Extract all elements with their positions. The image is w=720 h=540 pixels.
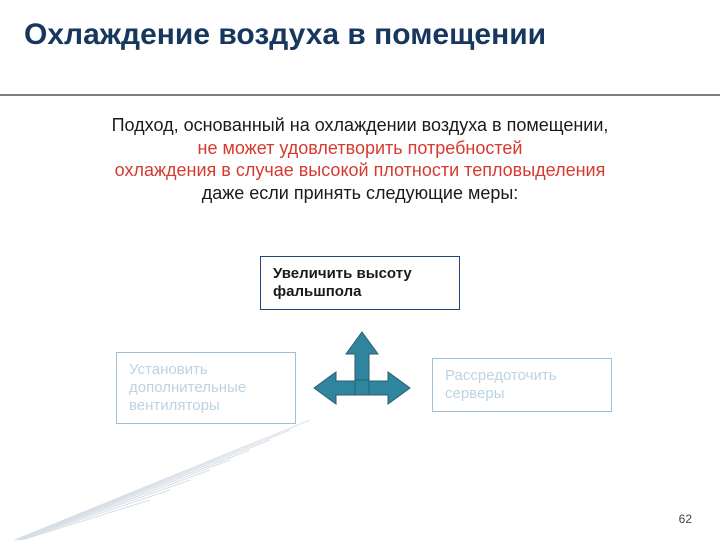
body-line-4: даже если принять следующие меры: [44, 182, 676, 205]
page-number: 62 [679, 512, 692, 526]
node-top: Увеличить высоту фальшпола [260, 256, 460, 310]
arrow-cluster-icon [312, 330, 412, 430]
body-line-2-emphasis: не может удовлетворить потребностей [44, 137, 676, 160]
node-right: Рассредоточить серверы [432, 358, 612, 412]
title-underline [0, 94, 720, 96]
title-block: Охлаждение воздуха в помещении [24, 18, 696, 53]
body-line-1: Подход, основанный на охлаждении воздуха… [44, 114, 676, 137]
node-left: Установить дополнительные вентиляторы [116, 352, 296, 424]
slide: Охлаждение воздуха в помещении Подход, о… [0, 0, 720, 540]
body-line-3-emphasis: охлаждения в случае высокой плотности те… [44, 159, 676, 182]
body-text: Подход, основанный на охлаждении воздуха… [44, 114, 676, 204]
diagram: Увеличить высоту фальшпола Установить до… [0, 256, 720, 496]
slide-title: Охлаждение воздуха в помещении [24, 18, 696, 53]
